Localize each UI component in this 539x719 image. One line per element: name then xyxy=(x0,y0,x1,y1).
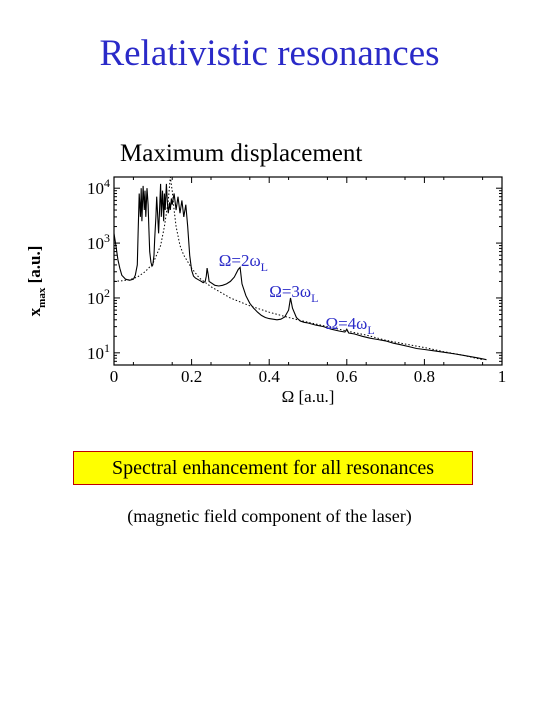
series-layer xyxy=(113,176,487,361)
y-tick-label: 103 xyxy=(87,231,110,253)
axes-frame xyxy=(113,176,503,366)
y-tick-label: 104 xyxy=(87,176,110,198)
resonance-annotation: Ω=4ωL xyxy=(325,314,374,337)
plot-frame xyxy=(113,176,503,366)
dotted-series-line xyxy=(113,176,483,361)
tick-layer: 0 0.2 0.4 0.6 0.8 1 101 102 103 104 xyxy=(87,176,506,386)
callout-box: Spectral enhancement for all resonances xyxy=(73,451,473,485)
x-axis-label: Ω [a.u.] xyxy=(282,387,335,406)
x-tick-label: 1 xyxy=(498,367,507,386)
x-tick-label: 0.4 xyxy=(259,367,281,386)
footnote: (magnetic field component of the laser) xyxy=(127,506,412,526)
resonance-annotation: Ω=2ωL xyxy=(219,251,268,274)
y-axis-label: xmax [a.u.] xyxy=(25,246,48,317)
slide-title: Relativistic resonances xyxy=(99,33,440,74)
x-tick-label: 0.8 xyxy=(414,367,435,386)
y-tick-label: 101 xyxy=(87,341,110,363)
resonance-annotation: Ω=3ωL xyxy=(269,282,318,305)
x-tick-label: 0 xyxy=(110,367,119,386)
x-tick-label: 0.6 xyxy=(336,367,357,386)
x-tick-label: 0.2 xyxy=(181,367,202,386)
solid-series-line xyxy=(113,183,487,361)
y-tick-label: 102 xyxy=(87,286,110,308)
chart-title: Maximum displacement xyxy=(120,140,363,167)
